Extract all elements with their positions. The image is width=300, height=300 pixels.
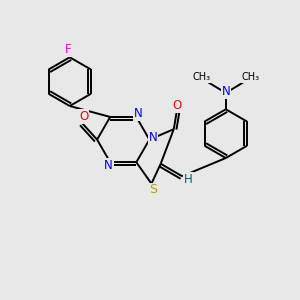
- Text: N: N: [104, 159, 113, 172]
- Text: N: N: [148, 131, 157, 144]
- Text: H: H: [184, 173, 193, 186]
- Text: O: O: [79, 110, 88, 123]
- Text: O: O: [173, 99, 182, 112]
- Text: N: N: [221, 85, 230, 98]
- Text: N: N: [134, 107, 142, 120]
- Text: CH₃: CH₃: [242, 72, 260, 82]
- Text: S: S: [149, 183, 157, 196]
- Text: CH₃: CH₃: [192, 72, 210, 82]
- Text: F: F: [65, 43, 72, 56]
